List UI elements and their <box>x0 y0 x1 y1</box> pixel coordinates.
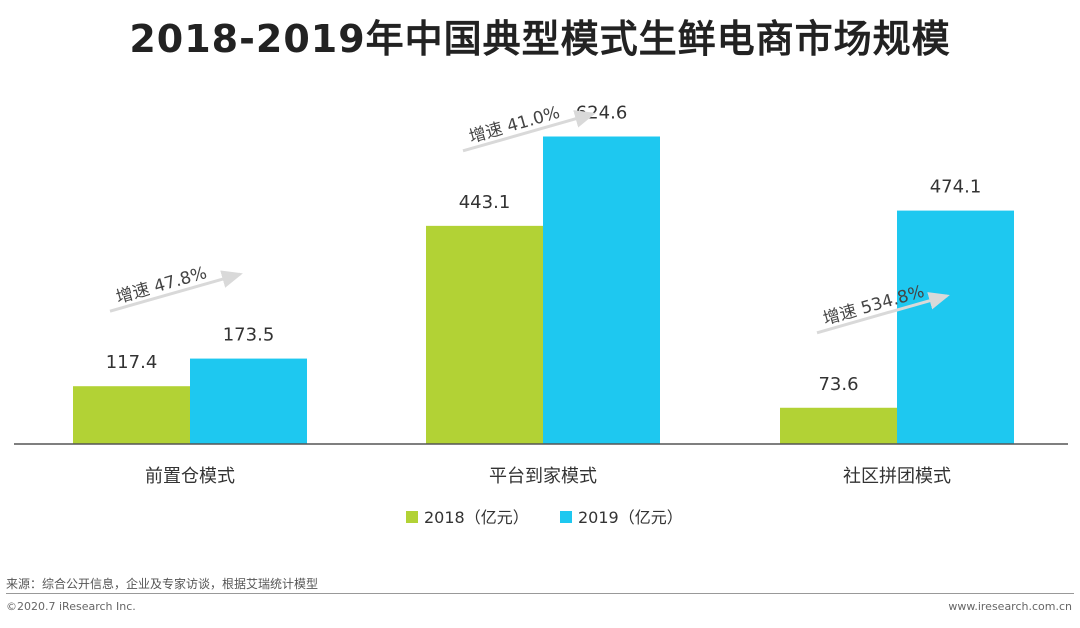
growth-label: 增速 47.8% <box>114 263 209 308</box>
chart-title: 2018-2019年中国典型模式生鲜电商市场规模 <box>129 17 951 61</box>
value-label: 117.4 <box>106 352 158 373</box>
bar-2018-1 <box>426 225 543 444</box>
growth-arrow <box>816 292 950 335</box>
value-label: 443.1 <box>459 192 511 213</box>
value-label: 173.5 <box>223 325 275 346</box>
legend-label: 2019（亿元） <box>578 508 683 527</box>
value-label: 73.6 <box>818 374 858 395</box>
bar-2019-0 <box>190 358 307 444</box>
category-label: 前置仓模式 <box>145 466 235 487</box>
growth-arrow <box>462 110 596 153</box>
bar-2019-2 <box>897 210 1014 444</box>
bar-2019-1 <box>543 136 660 444</box>
legend-swatch-2019 <box>560 511 572 523</box>
value-label: 474.1 <box>930 177 982 198</box>
copyright-text: ©2020.7 iResearch Inc. <box>6 600 136 613</box>
website-text: www.iresearch.com.cn <box>948 600 1072 613</box>
bar-2018-2 <box>780 407 897 444</box>
category-label: 社区拼团模式 <box>843 466 951 487</box>
category-label: 平台到家模式 <box>489 466 597 487</box>
legend-label: 2018（亿元） <box>424 508 529 527</box>
footer-divider <box>6 593 1074 594</box>
value-label: 624.6 <box>576 103 628 124</box>
growth-arrow <box>109 270 243 313</box>
source-note: 来源：综合公开信息，企业及专家访谈，根据艾瑞统计模型 <box>6 577 319 591</box>
bar-2018-0 <box>73 386 190 444</box>
legend-swatch-2018 <box>406 511 418 523</box>
